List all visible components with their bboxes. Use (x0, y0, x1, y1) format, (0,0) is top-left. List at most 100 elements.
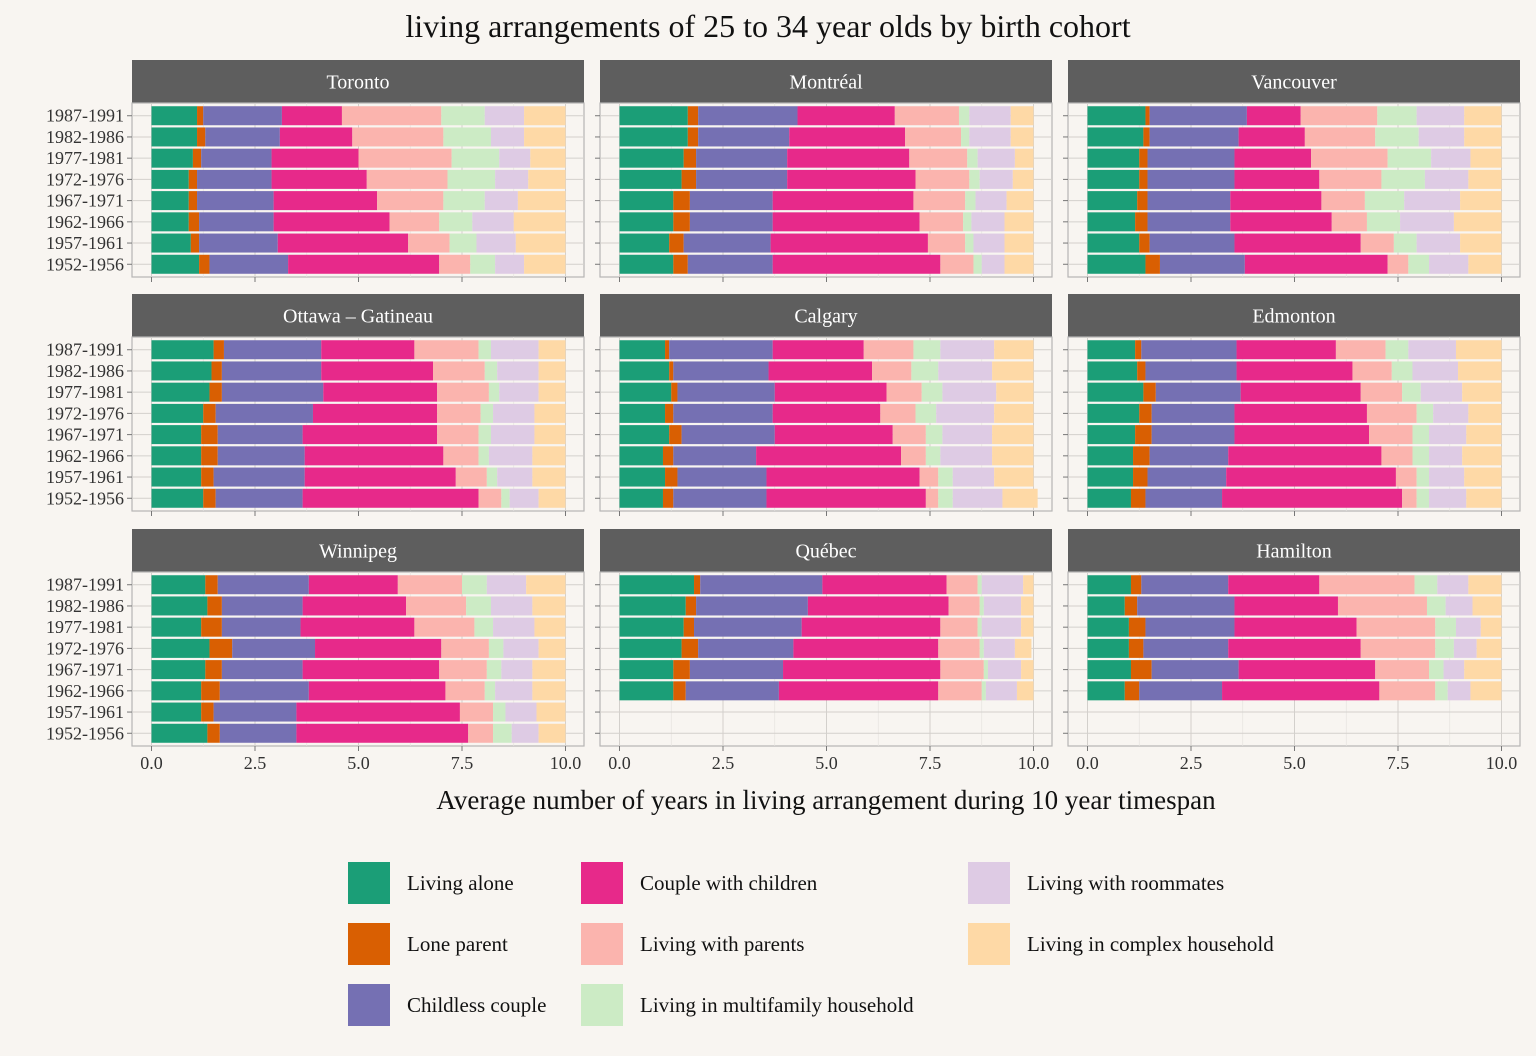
bar-segment-childless-couple (213, 702, 297, 722)
bar-segment-living-alone (619, 638, 682, 658)
bar-segment-living-alone (619, 148, 684, 168)
bar-segment-living-with-parents (1300, 106, 1378, 126)
bar-segment-living-with-parents (443, 446, 479, 466)
bar-segment-couple-with-children (321, 340, 415, 360)
bar-segment-living-with-parents (389, 212, 440, 232)
bar-segment-childless-couple (219, 723, 297, 743)
bar-segment-living-alone (1087, 340, 1136, 360)
bar-segment-living-with-parents (1402, 488, 1417, 508)
legend-item-living-alone: Living alone (348, 862, 514, 904)
bar-segment-childless-couple (1151, 660, 1239, 680)
bar-segment-lone-parent (207, 596, 222, 616)
bar-segment-living-alone (619, 575, 695, 595)
bar-segment-living-with-roommates (1420, 382, 1463, 402)
bar-segment-living-in-multifamily-household (1393, 233, 1417, 253)
bar-segment-living-with-roommates (484, 106, 525, 126)
bar-segment-lone-parent (1143, 382, 1156, 402)
bar-segment-childless-couple (698, 638, 794, 658)
bar-segment-living-in-complex-household (1014, 638, 1032, 658)
bar-segment-living-in-complex-household (1464, 467, 1502, 487)
bar-segment-living-with-parents (1311, 148, 1388, 168)
bar-segment-living-in-multifamily-household (1435, 681, 1448, 701)
bar-segment-childless-couple (1143, 638, 1229, 658)
panel-quebec: Québec 0.0 2.5 5.0 7.5 10.0 (595, 529, 1053, 773)
bar-segment-living-with-parents (1319, 575, 1415, 595)
bar-segment-living-alone (619, 340, 666, 360)
bar-segment-living-alone (151, 382, 210, 402)
bar-segment-lone-parent (681, 169, 697, 189)
bar-segment-living-in-complex-household (534, 403, 566, 423)
bar-segment-living-with-roommates (1453, 638, 1477, 658)
bar-segment-living-alone (1087, 212, 1136, 232)
bar-segment-childless-couple (1147, 148, 1235, 168)
bar-segment-living-in-multifamily-household (981, 681, 986, 701)
bar-segment-childless-couple (199, 212, 274, 232)
bar-segment-living-in-multifamily-household (501, 488, 510, 508)
bar-segment-living-with-roommates (1447, 681, 1471, 701)
y-tick-label: 1987-1991 (46, 575, 124, 595)
bar-segment-living-in-multifamily-household (969, 169, 980, 189)
bar-segment-living-with-roommates (493, 617, 535, 637)
bar-segment-living-alone (151, 617, 202, 637)
bar-segment-living-with-parents (397, 575, 462, 595)
bar-segment-living-in-complex-household (994, 340, 1034, 360)
bar-segment-lone-parent (1139, 403, 1152, 423)
bar-segment-living-with-parents (913, 191, 966, 211)
bar-segment-living-in-multifamily-household (488, 382, 500, 402)
bar-segment-lone-parent (1139, 233, 1150, 253)
bar-segment-living-alone (151, 361, 212, 381)
bar-segment-couple-with-children (308, 681, 446, 701)
bar-segment-living-with-parents (455, 467, 487, 487)
bar-segment-lone-parent (1135, 425, 1152, 445)
bar-segment-living-in-multifamily-household (1364, 191, 1405, 211)
bar-segment-living-in-complex-household (1021, 596, 1034, 616)
bar-segment-living-with-parents (925, 488, 939, 508)
bar-segment-living-in-multifamily-household (1426, 596, 1446, 616)
bar-segment-childless-couple (673, 361, 769, 381)
bar-segment-living-in-multifamily-household (451, 148, 500, 168)
bar-segment-living-in-complex-household (1004, 212, 1034, 232)
bar-segment-childless-couple (203, 106, 282, 126)
bar-segment-lone-parent (1139, 148, 1148, 168)
bar-segment-living-with-roommates (1418, 127, 1465, 147)
bar-segment-living-with-roommates (495, 254, 525, 274)
bar-segment-lone-parent (673, 254, 688, 274)
panel-montreal: Montréal (595, 60, 1053, 282)
bar-segment-living-alone (619, 254, 674, 274)
y-tick-label: 1962-1966 (46, 446, 124, 466)
bar-segment-lone-parent (669, 361, 674, 381)
bar-segment-living-in-complex-household (534, 617, 566, 637)
bar-segment-childless-couple (1149, 106, 1247, 126)
bar-segment-living-in-multifamily-household (486, 660, 502, 680)
bar-segment-living-in-complex-household (528, 169, 566, 189)
bar-segment-living-with-roommates (490, 596, 533, 616)
bar-segment-living-with-parents (938, 681, 982, 701)
panel-strip (132, 294, 584, 337)
bar-segment-living-in-multifamily-household (1381, 169, 1425, 189)
bar-segment-lone-parent (192, 148, 202, 168)
bar-segment-lone-parent (1145, 106, 1150, 126)
bar-segment-couple-with-children (1234, 169, 1320, 189)
bar-segment-living-in-complex-household (1468, 575, 1502, 595)
bar-segment-childless-couple (219, 681, 309, 701)
bar-segment-couple-with-children (304, 467, 456, 487)
bar-segment-living-with-roommates (1424, 169, 1469, 189)
bar-segment-living-with-roommates (1429, 488, 1467, 508)
bar-segment-living-in-multifamily-household (1402, 382, 1421, 402)
panel-vancouver: Vancouver (1063, 60, 1521, 282)
x-tick-label: 10.0 (550, 753, 582, 773)
bar-segment-lone-parent (188, 191, 198, 211)
x-tick-label: 7.5 (451, 753, 474, 773)
legend-label: Living alone (407, 871, 514, 895)
bar-segment-living-with-parents (437, 425, 479, 445)
panel-strip (1068, 294, 1520, 337)
bar-segment-living-with-parents (927, 233, 966, 253)
y-tick-label: 1967-1971 (46, 191, 124, 211)
bar-segment-childless-couple (694, 617, 802, 637)
panel-calgary: Calgary (595, 294, 1053, 516)
bar-segment-living-in-multifamily-household (1435, 617, 1456, 637)
bar-segment-living-alone (151, 254, 200, 274)
bar-segment-living-alone (1087, 446, 1134, 466)
bar-segment-living-in-multifamily-household (983, 660, 988, 680)
bar-segment-couple-with-children (1228, 446, 1382, 466)
